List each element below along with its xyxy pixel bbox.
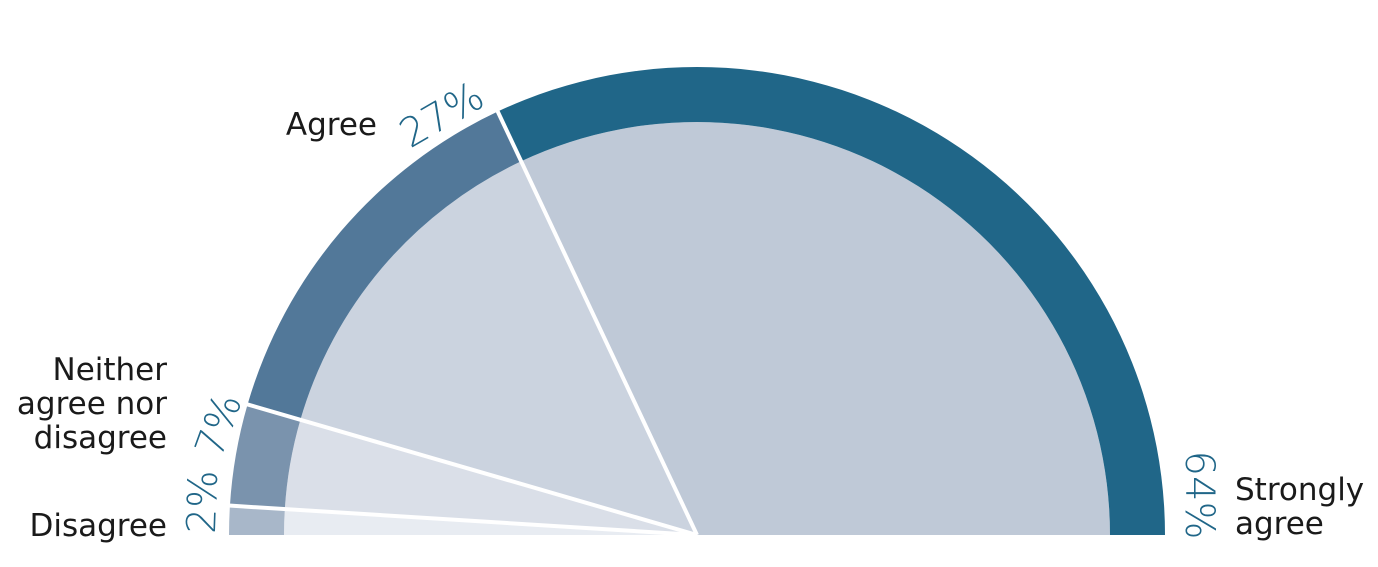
value-label-disagree: 2% (179, 469, 227, 534)
wedge-agree (300, 161, 697, 535)
value-label-strongly-agree: 64% (1176, 451, 1222, 540)
ring-arc-strongly-agree (497, 66, 1165, 535)
category-label-agree: Agree (286, 107, 377, 143)
separator-line (228, 503, 698, 537)
category-label-strongly-agree: Strongly agree (1235, 472, 1364, 542)
category-label-line: Disagree (29, 508, 167, 544)
category-label-line: Agree (286, 107, 377, 143)
separator-line (246, 402, 698, 537)
category-label-disagree: Disagree (29, 508, 167, 544)
ring-arc-disagree (229, 505, 285, 535)
category-label-line: agree nor (17, 386, 167, 422)
category-label-line: Neither (53, 352, 168, 388)
category-label-line: Strongly (1235, 472, 1364, 508)
category-label-line: disagree (34, 420, 167, 456)
separator-line (495, 109, 699, 536)
ring-arc-agree (247, 111, 522, 420)
category-label-neither-agree-nor-disagree: Neither agree nor disagree (17, 352, 167, 456)
category-label-line: agree (1235, 506, 1324, 542)
wedge-strongly-agree (521, 122, 1110, 535)
segment-separators (228, 109, 699, 537)
ring-arc-neither-agree-nor-disagree (229, 404, 301, 510)
